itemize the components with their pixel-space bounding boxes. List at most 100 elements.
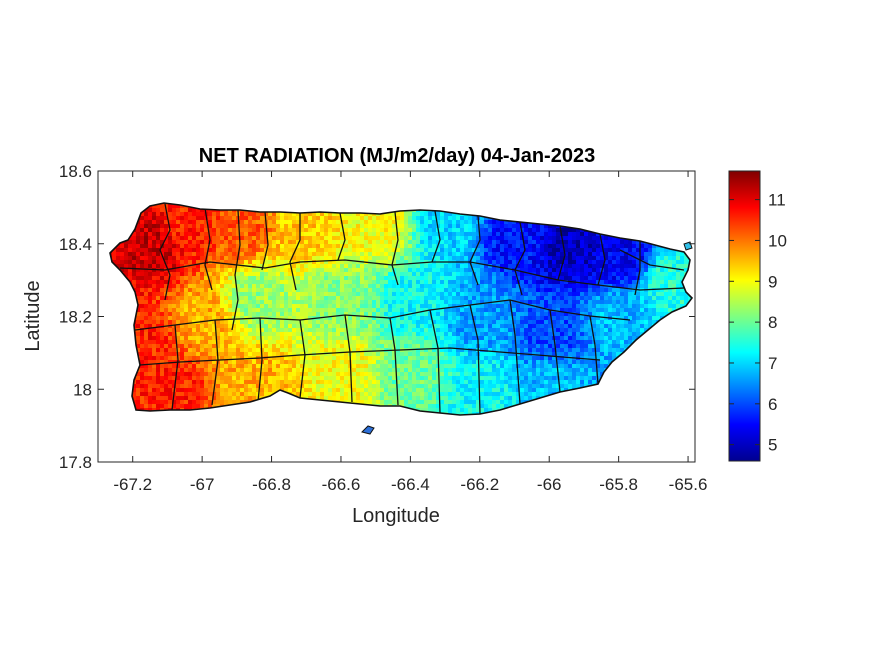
heatmap-cell <box>504 248 509 253</box>
heatmap-cell <box>492 292 497 297</box>
heatmap-cell <box>408 280 413 285</box>
heatmap-cell <box>260 248 265 253</box>
heatmap-cell <box>436 320 441 325</box>
heatmap-cell <box>156 308 161 313</box>
heatmap-cell <box>552 316 557 321</box>
heatmap-cell <box>328 300 333 305</box>
heatmap-cell <box>308 232 313 237</box>
heatmap-cell <box>584 260 589 265</box>
heatmap-cell <box>424 284 429 289</box>
heatmap-cell <box>348 228 353 233</box>
heatmap-cell <box>540 312 545 317</box>
heatmap-cell <box>548 224 553 229</box>
heatmap-cell <box>636 284 641 289</box>
heatmap-cell <box>172 320 177 325</box>
heatmap-cell <box>264 292 269 297</box>
heatmap-cell <box>488 308 493 313</box>
heatmap-cell <box>192 212 197 217</box>
heatmap-cell <box>320 284 325 289</box>
heatmap-cell <box>468 324 473 329</box>
heatmap-cell <box>580 264 585 269</box>
heatmap-cell <box>528 224 533 229</box>
heatmap-cell <box>220 260 225 265</box>
heatmap-cell <box>520 324 525 329</box>
heatmap-cell <box>308 240 313 245</box>
heatmap-cell <box>616 292 621 297</box>
heatmap-cell <box>192 248 197 253</box>
heatmap-cell <box>240 308 245 313</box>
heatmap-cell <box>332 296 337 301</box>
heatmap-cell <box>556 300 561 305</box>
heatmap-cell <box>612 264 617 269</box>
heatmap-cell <box>572 240 577 245</box>
heatmap-cell <box>372 324 377 329</box>
heatmap-cell <box>660 308 665 313</box>
heatmap-cell <box>404 220 409 225</box>
heatmap-cell <box>616 324 621 329</box>
heatmap-cell <box>496 268 501 273</box>
heatmap-cell <box>456 236 461 241</box>
heatmap-cell <box>328 272 333 277</box>
heatmap-cell <box>164 232 169 237</box>
heatmap-cell <box>576 324 581 329</box>
heatmap-cell <box>516 252 521 257</box>
heatmap-cell <box>200 296 205 301</box>
heatmap-cell <box>620 292 625 297</box>
heatmap-cell <box>236 332 241 337</box>
heatmap-cell <box>536 256 541 261</box>
heatmap-cell <box>128 248 133 253</box>
heatmap-cell <box>144 208 149 213</box>
heatmap-cell <box>332 288 337 293</box>
heatmap-cell <box>656 280 661 285</box>
heatmap-cell <box>260 312 265 317</box>
heatmap-cell <box>288 284 293 289</box>
heatmap-cell <box>192 312 197 317</box>
heatmap-cell <box>184 332 189 337</box>
heatmap-cell <box>548 300 553 305</box>
heatmap-cell <box>468 312 473 317</box>
heatmap-cell <box>556 288 561 293</box>
heatmap-cell <box>244 328 249 333</box>
heatmap-cell <box>244 308 249 313</box>
heatmap-cell <box>480 284 485 289</box>
heatmap-cell <box>204 280 209 285</box>
heatmap-cell <box>300 296 305 301</box>
heatmap-cell <box>180 264 185 269</box>
heatmap-cell <box>580 304 585 309</box>
heatmap-cell <box>348 248 353 253</box>
heatmap-cell <box>600 272 605 277</box>
heatmap-cell <box>396 272 401 277</box>
heatmap-cell <box>568 260 573 265</box>
heatmap-cell <box>544 232 549 237</box>
heatmap-cell <box>308 244 313 249</box>
heatmap-cell <box>588 284 593 289</box>
heatmap-cell <box>320 260 325 265</box>
heatmap-cell <box>112 260 117 265</box>
heatmap-cell <box>656 248 661 253</box>
heatmap-cell <box>372 312 377 317</box>
heatmap-cell <box>272 224 277 229</box>
heatmap-cell <box>116 248 121 253</box>
heatmap-cell <box>428 256 433 261</box>
heatmap-cell <box>652 316 657 321</box>
heatmap-cell <box>492 316 497 321</box>
heatmap-cell <box>296 216 301 221</box>
heatmap-cell <box>628 280 633 285</box>
heatmap-cell <box>484 256 489 261</box>
heatmap-cell <box>604 312 609 317</box>
heatmap-cell <box>204 300 209 305</box>
heatmap-cell <box>496 324 501 329</box>
heatmap-cell <box>488 260 493 265</box>
heatmap-cell <box>512 220 517 225</box>
heatmap-cell <box>436 232 441 237</box>
heatmap-cell <box>496 272 501 277</box>
heatmap-cell <box>228 228 233 233</box>
heatmap-cell <box>228 332 233 337</box>
heatmap-cell <box>176 224 181 229</box>
heatmap-cell <box>556 316 561 321</box>
heatmap-cell <box>404 256 409 261</box>
heatmap-cell <box>464 232 469 237</box>
heatmap-cell <box>592 320 597 325</box>
heatmap-cell <box>236 312 241 317</box>
heatmap-cell <box>572 288 577 293</box>
